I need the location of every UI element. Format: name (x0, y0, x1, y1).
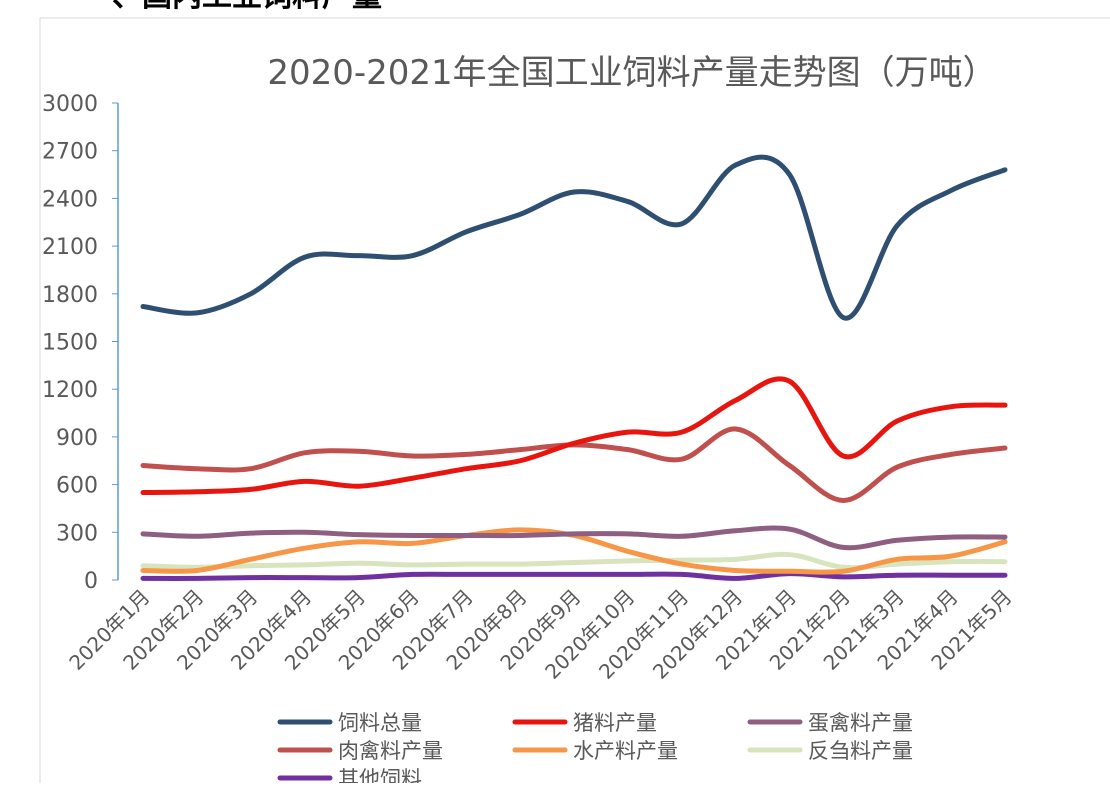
y-tick-label: 2400 (42, 187, 98, 212)
chart-border (39, 17, 1110, 787)
series-line (140, 525, 1008, 551)
y-tick-label: 0 (84, 569, 98, 594)
legend-label: 猪料产量 (573, 711, 657, 735)
legend-label: 肉禽料产量 (338, 739, 443, 763)
legend-label: 饲料总量 (338, 711, 422, 735)
y-tick-label: 2700 (42, 140, 98, 165)
y-tick-label: 1500 (42, 331, 98, 356)
legend-label: 蛋禽料产量 (808, 711, 913, 735)
chart-title: 2020-2021年全国工业饲料产量走势图（万吨） (267, 53, 996, 93)
series-line (140, 376, 1008, 496)
y-tick-label: 1800 (42, 283, 98, 308)
series-line (140, 426, 1008, 504)
legend-label: 反刍料产量 (808, 739, 913, 763)
heading: 、国内工业饲料产量 (112, 0, 382, 14)
y-tick-label: 900 (56, 426, 98, 451)
legend-label: 其他饲料 (338, 767, 422, 783)
series-line (140, 571, 1008, 581)
y-tick-label: 3000 (42, 92, 98, 117)
legend-label: 水产料产量 (573, 739, 678, 763)
y-tick-label: 600 (56, 474, 98, 499)
series-line (140, 154, 1008, 321)
y-tick-label: 300 (56, 521, 98, 546)
y-tick-label: 2100 (42, 235, 98, 260)
y-tick-label: 1200 (42, 378, 98, 403)
